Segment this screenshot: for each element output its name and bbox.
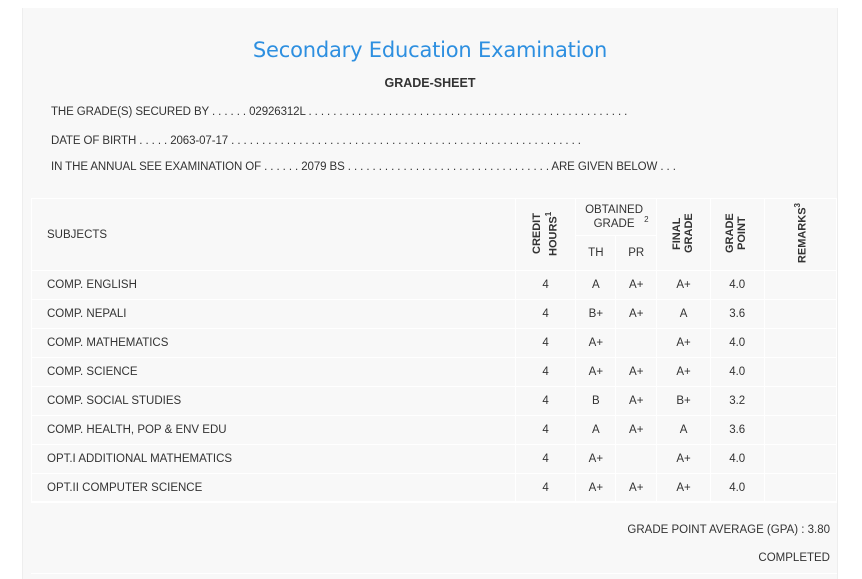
table-row: OPT.II COMPUTER SCIENCE 4 A+ A+ A+ 4.0 bbox=[31, 473, 838, 503]
final-grade-cell: A+ bbox=[656, 270, 711, 300]
secured-by-line: THE GRADE(S) SECURED BY . . . . . . 0292… bbox=[51, 106, 628, 118]
subject-cell: COMP. NEPALI bbox=[31, 299, 516, 329]
header-pr: PR bbox=[615, 235, 658, 271]
th-grade-cell: A+ bbox=[575, 357, 617, 387]
remarks-cell bbox=[763, 473, 838, 503]
th-grade-cell: A+ bbox=[575, 444, 617, 474]
credit-cell: 4 bbox=[514, 444, 577, 474]
table-row: COMP. SCIENCE 4 A+ A+ A+ 4.0 bbox=[31, 357, 838, 387]
credit-cell: 4 bbox=[514, 415, 577, 445]
th-grade-cell: B bbox=[575, 386, 617, 416]
final-grade-cell: A bbox=[656, 299, 711, 329]
table-row: COMP. HEALTH, POP & ENV EDU 4 A A+ A 3.6 bbox=[31, 415, 838, 445]
th-grade-cell: A bbox=[575, 415, 617, 445]
grade-point-cell: 4.0 bbox=[709, 473, 765, 503]
grade-point-cell: 4.0 bbox=[709, 270, 765, 300]
subject-cell: COMP. MATHEMATICS bbox=[31, 328, 516, 358]
grade-point-cell: 4.0 bbox=[709, 444, 765, 474]
credit-cell: 4 bbox=[514, 270, 577, 300]
credit-cell: 4 bbox=[514, 328, 577, 358]
remarks-cell bbox=[763, 270, 838, 300]
grade-sheet: Secondary Education Examination GRADE-SH… bbox=[22, 8, 838, 579]
table-row: COMP. ENGLISH 4 A A+ A+ 4.0 bbox=[31, 270, 838, 300]
th-grade-cell: A bbox=[575, 270, 617, 300]
exam-title: Secondary Education Examination bbox=[252, 38, 608, 62]
remarks-cell bbox=[763, 386, 838, 416]
table-row: COMP. MATHEMATICS 4 A+ A+ 4.0 bbox=[31, 328, 838, 358]
th-grade-cell: A+ bbox=[575, 328, 617, 358]
subject-cell: COMP. ENGLISH bbox=[31, 270, 516, 300]
credit-cell: 4 bbox=[514, 357, 577, 387]
subject-cell: COMP. HEALTH, POP & ENV EDU bbox=[31, 415, 516, 445]
table-row: COMP. SOCIAL STUDIES 4 B A+ B+ 3.2 bbox=[31, 386, 838, 416]
header-grade-point: GRADE POINT bbox=[709, 198, 765, 271]
header-final-grade: FINAL GRADE bbox=[656, 198, 711, 271]
final-grade-cell: A+ bbox=[656, 473, 711, 503]
grade-point-cell: 3.2 bbox=[709, 386, 765, 416]
header-th: TH bbox=[575, 235, 617, 271]
final-grade-cell: A bbox=[656, 415, 711, 445]
exam-line: IN THE ANNUAL SEE EXAMINATION OF . . . .… bbox=[51, 161, 676, 173]
credit-cell: 4 bbox=[514, 299, 577, 329]
grade-point-cell: 3.6 bbox=[709, 415, 765, 445]
header-obtained-grade: OBTAINED GRADE 2 bbox=[575, 198, 658, 236]
credit-cell: 4 bbox=[514, 473, 577, 503]
credit-cell: 4 bbox=[514, 386, 577, 416]
remarks-cell bbox=[763, 444, 838, 474]
header-subjects: SUBJECTS bbox=[31, 198, 516, 271]
pr-grade-cell: A+ bbox=[615, 415, 658, 445]
final-grade-cell: B+ bbox=[656, 386, 711, 416]
divider bbox=[31, 501, 837, 502]
th-grade-cell: B+ bbox=[575, 299, 617, 329]
header-credit-hours: CREDIT HOURS1 bbox=[514, 198, 577, 271]
pr-grade-cell: A+ bbox=[615, 299, 658, 329]
grade-point-cell: 4.0 bbox=[709, 357, 765, 387]
grade-point-cell: 3.6 bbox=[709, 299, 765, 329]
header-remarks: REMARKS3 bbox=[763, 198, 838, 271]
dob-line: DATE OF BIRTH . . . . . 2063-07-17 . . .… bbox=[51, 135, 581, 147]
remarks-cell bbox=[763, 357, 838, 387]
remarks-cell bbox=[763, 328, 838, 358]
final-grade-cell: A+ bbox=[656, 357, 711, 387]
grade-sheet-heading: GRADE-SHEET bbox=[384, 76, 476, 90]
divider bbox=[31, 573, 837, 574]
table-row: COMP. NEPALI 4 B+ A+ A 3.6 bbox=[31, 299, 838, 329]
table-row: OPT.I ADDITIONAL MATHEMATICS 4 A+ A+ 4.0 bbox=[31, 444, 838, 474]
subject-cell: OPT.II COMPUTER SCIENCE bbox=[31, 473, 516, 503]
status-text: COMPLETED bbox=[758, 552, 830, 564]
subject-cell: COMP. SCIENCE bbox=[31, 357, 516, 387]
remarks-cell bbox=[763, 299, 838, 329]
pr-grade-cell: A+ bbox=[615, 473, 658, 503]
pr-grade-cell bbox=[615, 328, 658, 358]
pr-grade-cell: A+ bbox=[615, 386, 658, 416]
final-grade-cell: A+ bbox=[656, 444, 711, 474]
remarks-cell bbox=[763, 415, 838, 445]
th-grade-cell: A+ bbox=[575, 473, 617, 503]
subject-cell: COMP. SOCIAL STUDIES bbox=[31, 386, 516, 416]
gpa-text: GRADE POINT AVERAGE (GPA) : 3.80 bbox=[627, 524, 830, 536]
final-grade-cell: A+ bbox=[656, 328, 711, 358]
grade-point-cell: 4.0 bbox=[709, 328, 765, 358]
pr-grade-cell: A+ bbox=[615, 270, 658, 300]
subject-cell: OPT.I ADDITIONAL MATHEMATICS bbox=[31, 444, 516, 474]
pr-grade-cell bbox=[615, 444, 658, 474]
pr-grade-cell: A+ bbox=[615, 357, 658, 387]
grades-table: SUBJECTS CREDIT HOURS1 OBTAINED GRADE 2 F… bbox=[31, 198, 838, 503]
